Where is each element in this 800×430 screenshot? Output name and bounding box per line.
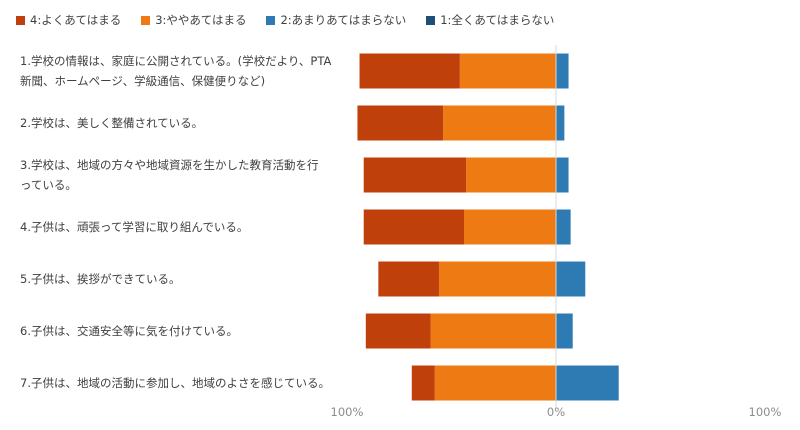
bar-segment <box>357 105 444 141</box>
legend-label: 3:ややあてはまる <box>155 13 247 27</box>
category-label: 5.子供は、挨拶ができている。 <box>20 272 180 286</box>
category-label: 6.子供は、交通安全等に気を付けている。 <box>20 324 238 338</box>
bar-segment <box>365 313 431 349</box>
legend-item: 4:よくあてはまる <box>16 12 121 28</box>
legend-label: 2:あまりあてはまらない <box>280 13 407 27</box>
category-label-line: 2.学校は、美しく整備されている。 <box>20 116 203 130</box>
category-label-line: っている。 <box>20 178 77 192</box>
bar-segment <box>430 313 556 349</box>
category-label-line: 6.子供は、交通安全等に気を付けている。 <box>20 324 238 338</box>
bar-segment <box>556 157 569 193</box>
chart-legend: 4:よくあてはまる 3:ややあてはまる 2:あまりあてはまらない 1:全くあてはまらな… <box>16 10 554 30</box>
category-label: 2.学校は、美しく整備されている。 <box>20 116 203 130</box>
category-label: 3.学校は、地域の方々や地域資源を生かした教育活動を行っている。 <box>20 158 318 192</box>
bar-segment <box>556 105 565 141</box>
bar-segment <box>363 209 465 245</box>
legend-item: 3:ややあてはまる <box>141 12 246 28</box>
bar-segment <box>434 365 556 401</box>
category-label-line: 7.子供は、地域の活動に参加し、地域のよさを感じている。 <box>20 376 330 390</box>
legend-swatch <box>266 15 276 25</box>
bar-segment <box>459 53 556 89</box>
bar-segment <box>411 365 435 401</box>
bar-segment <box>556 209 571 245</box>
bar-segment <box>464 209 556 245</box>
category-label-line: 4.子供は、頑張って学習に取り組んでいる。 <box>20 220 248 234</box>
category-label-line: 5.子供は、挨拶ができている。 <box>20 272 180 286</box>
category-label-line: 新聞、ホームページ、学級通信、保健便りなど) <box>20 74 265 88</box>
legend-item: 1:全くあてはまらない <box>426 12 554 28</box>
bar-segment <box>359 53 460 89</box>
x-tick-label: 100% <box>331 405 364 419</box>
bar-segment <box>363 157 467 193</box>
bar-segment <box>556 261 586 297</box>
bar-segment <box>378 261 439 297</box>
legend-swatch <box>426 15 436 25</box>
category-label-line: 1.学校の情報は、家庭に公開されている。(学校だより、PTA <box>20 54 331 68</box>
legend-swatch <box>16 15 25 25</box>
x-tick-label: 100% <box>749 405 782 419</box>
legend-label: 4:よくあてはまる <box>30 13 122 27</box>
category-label: 7.子供は、地域の活動に参加し、地域のよさを感じている。 <box>20 376 330 390</box>
bar-segment <box>556 53 569 89</box>
x-tick-label: 0% <box>547 405 565 419</box>
category-label: 4.子供は、頑張って学習に取り組んでいる。 <box>20 220 248 234</box>
bar-segment <box>466 157 556 193</box>
category-label: 1.学校の情報は、家庭に公開されている。(学校だより、PTA 新聞、ホームページ、… <box>20 54 331 88</box>
bar-segment <box>438 261 556 297</box>
legend-swatch <box>141 15 151 25</box>
bar-segment <box>556 365 619 401</box>
category-label-line: 3.学校は、地域の方々や地域資源を生かした教育活動を行 <box>20 158 318 172</box>
bar-segment <box>443 105 556 141</box>
legend-item: 2:あまりあてはまらない <box>266 12 406 28</box>
legend-label: 1:全くあてはまらない <box>440 13 555 27</box>
bar-segment <box>556 313 573 349</box>
